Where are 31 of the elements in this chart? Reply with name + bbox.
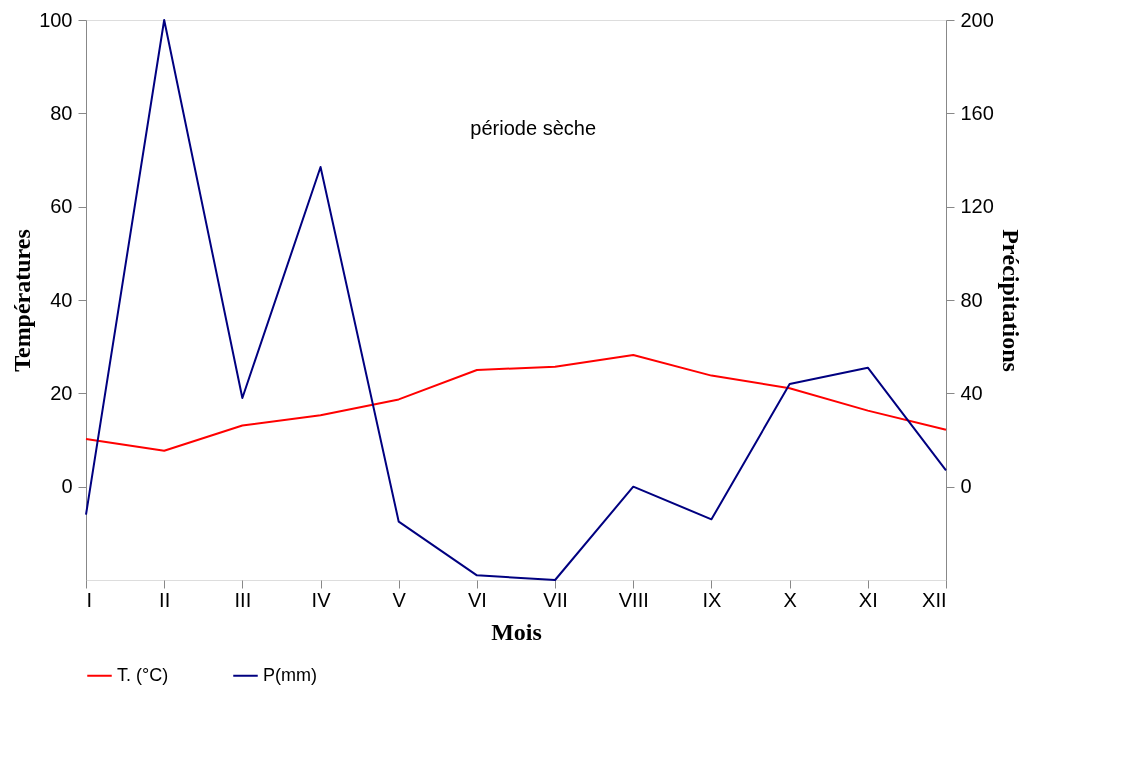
y-tick-label: 40 [50, 288, 73, 311]
y2-tick-label: 120 [960, 195, 994, 218]
y-axis-title: Températures [9, 229, 36, 372]
y-tick-label: 60 [50, 195, 73, 218]
x-tick-label: I [86, 588, 93, 611]
x-tick-label: VII [543, 588, 568, 611]
y2-axis-title: Précipitations [997, 229, 1024, 372]
x-tick-label: VI [467, 588, 487, 611]
x-tick-label: XII [922, 588, 947, 611]
annotation: période sèche [470, 117, 597, 140]
y-tick-label: 20 [50, 381, 73, 404]
y2-tick-label: 200 [960, 8, 994, 31]
x-tick-label: II [159, 588, 171, 611]
x-axis-title: Mois [491, 618, 542, 645]
x-tick-label: XI [858, 588, 878, 611]
legend-label: P(mm) [263, 664, 317, 685]
y2-tick-label: 0 [960, 475, 972, 498]
y-tick-label: 100 [39, 8, 73, 31]
x-tick-label: V [392, 588, 407, 611]
x-tick-label: IV [311, 588, 332, 611]
y-tick-label: 0 [61, 475, 73, 498]
y2-tick-label: 160 [960, 101, 994, 124]
line-series [85, 354, 947, 452]
legend-label: T. (°C) [117, 664, 169, 685]
x-tick-label: III [234, 588, 252, 611]
x-tick-label: X [783, 588, 797, 611]
y2-tick-label: 80 [960, 288, 983, 311]
y-tick-label: 80 [50, 101, 73, 124]
y2-tick-label: 40 [960, 381, 983, 404]
x-tick-label: VIII [618, 588, 649, 611]
x-tick-label: IX [702, 588, 722, 611]
